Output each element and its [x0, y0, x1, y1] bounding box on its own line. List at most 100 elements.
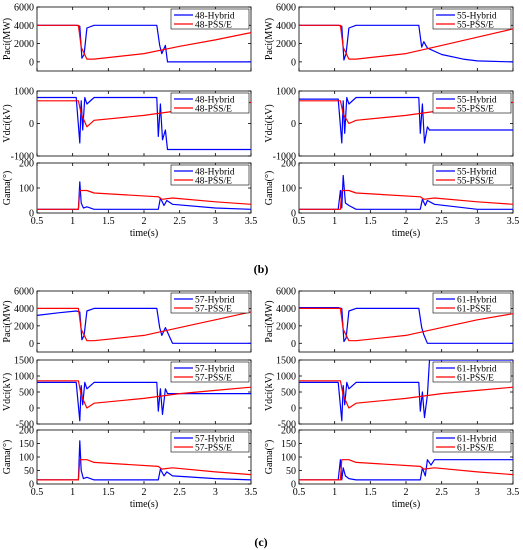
y-tick-label: 1000: [276, 87, 296, 98]
series-group: [299, 174, 513, 210]
y-tick-label: 500: [281, 388, 296, 399]
x-tick-label: 3: [213, 487, 218, 498]
plot-6: 0 100 200 0.5 1 1.5 2 2.5 3 3.5 Gama(°) time(s) 55-H…: [264, 159, 519, 240]
x-tick-label: 2.5: [173, 487, 186, 498]
y-tick-label: 0: [29, 209, 34, 220]
y-tick-label: 0: [291, 339, 296, 350]
y-tick-label: 6000: [14, 3, 34, 14]
legend-label: 48-Hybrid: [195, 168, 235, 178]
y-tick-label: 6000: [276, 287, 296, 298]
y-tick-label: 0: [291, 209, 296, 220]
series-line-61-hybrid: [299, 360, 513, 422]
series-line-57-hybrid: [37, 440, 251, 481]
x-tick-label: 1: [70, 216, 75, 227]
y-tick-label: 150: [19, 439, 34, 450]
x-tick-label: 2: [404, 487, 409, 498]
plot-9: 0 50 100 150 200 0.5 1 1.5 2 2.5 3 3.5 Gama(°) time(s…: [2, 426, 257, 511]
y-tick-label: -1000: [11, 152, 34, 163]
x-axis-label: time(s): [392, 499, 420, 510]
x-tick-label: 3: [475, 487, 480, 498]
y-tick-label: 1000: [14, 87, 34, 98]
legend-label: 57-Hybrid: [195, 435, 235, 445]
legend-label: 48-PSS/E: [195, 21, 232, 31]
x-tick-label: 3.5: [507, 216, 520, 227]
series-line-57-pss-e: [37, 307, 251, 342]
y-tick-label: 4000: [276, 304, 296, 315]
series-group: [299, 24, 513, 63]
series-line-61-psse: [299, 307, 513, 342]
y-tick-label: 100: [19, 453, 34, 464]
series-line-61-hybrid: [299, 307, 513, 344]
x-tick-label: 1.5: [364, 487, 377, 498]
legend-label: 55-PSS/E: [457, 177, 494, 187]
series-line-61-pss-e: [299, 459, 513, 481]
y-axis-label: Vdci(kV): [2, 373, 13, 411]
y-tick-label: 200: [281, 426, 296, 437]
y-tick-label: 4000: [276, 21, 296, 32]
legend-label: 57-PSS/E: [195, 444, 232, 454]
y-axis-label: Vdci(kV): [264, 373, 275, 411]
y-tick-label: 4000: [14, 21, 34, 32]
y-tick-label: 150: [281, 439, 296, 450]
y-tick-label: 2000: [14, 39, 34, 50]
panel-label-b: (b): [254, 262, 269, 276]
series-line-55-pss-e: [299, 24, 513, 60]
x-axis-label: time(s): [130, 499, 158, 510]
y-tick-label: 2000: [276, 39, 296, 50]
x-tick-label: 2: [404, 216, 409, 227]
x-tick-label: 1.5: [102, 216, 115, 227]
legend-label: 61-Hybrid: [457, 296, 497, 306]
series-line-48-hybrid: [37, 96, 251, 151]
y-axis-label: Paci(MW): [264, 300, 275, 342]
series-group: [37, 181, 251, 210]
series-line-61-pss-e: [299, 380, 513, 409]
legend-label: 57-PSS/E: [195, 374, 232, 384]
x-tick-label: 0.5: [293, 487, 306, 498]
y-tick-label: -500: [16, 420, 34, 431]
y-axis-label: Vdci(kV): [264, 104, 275, 142]
y-tick-label: 0: [29, 339, 34, 350]
y-tick-label: 100: [19, 184, 34, 195]
legend-label: 61-PSS/E: [457, 444, 494, 454]
y-tick-label: 4000: [14, 304, 34, 315]
y-tick-label: 0: [291, 119, 296, 130]
y-tick-label: 1000: [276, 372, 296, 383]
plot-12: 0 50 100 150 200 0.5 1 1.5 2 2.5 3 3.5 Gama(°) time(s…: [264, 426, 519, 511]
series-line-57-hybrid: [37, 381, 251, 422]
y-axis-label: Vdci(kV): [2, 104, 13, 142]
legend-label: 55-Hybrid: [457, 12, 497, 22]
series-line-57-pss-e: [37, 380, 251, 409]
legend-label: 57-PSS/E: [195, 305, 232, 315]
x-tick-label: 3: [475, 216, 480, 227]
legend-label: 48-Hybrid: [195, 96, 235, 106]
plot-3: 0 100 200 0.5 1 1.5 2 2.5 3 3.5 Gama(°) time(s) 48-H…: [2, 159, 257, 240]
y-tick-label: 0: [29, 404, 34, 415]
x-tick-label: 1: [332, 487, 337, 498]
x-tick-label: 2.5: [173, 216, 186, 227]
y-tick-label: 0: [29, 480, 34, 491]
y-tick-label: 100: [281, 184, 296, 195]
legend-label: 57-Hybrid: [195, 365, 235, 375]
x-tick-label: 2.5: [435, 216, 448, 227]
legend-label: 61-PSSE: [457, 305, 492, 315]
legend-label: 61-Hybrid: [457, 365, 497, 375]
y-tick-label: 200: [19, 426, 34, 437]
y-tick-label: 200: [19, 159, 34, 170]
series-line-57-hybrid: [37, 307, 251, 344]
legend-label: 57-Hybrid: [195, 296, 235, 306]
series-group: [37, 440, 251, 481]
series-line-48-pss-e: [37, 24, 251, 60]
